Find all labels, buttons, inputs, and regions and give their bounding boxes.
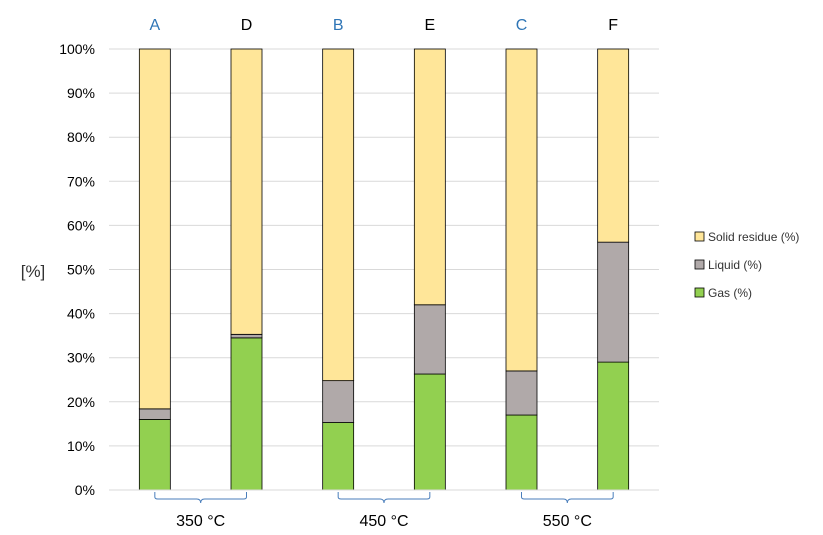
bar-segment (505, 414, 538, 491)
bar-segment (413, 304, 446, 375)
category-label: C (516, 17, 528, 34)
group-label: 350 °C (176, 513, 225, 530)
y-tick-label: 10% (67, 438, 95, 454)
bar-segment (138, 408, 171, 420)
group-label: 450 °C (359, 513, 408, 530)
gridlines (109, 48, 659, 491)
legend-label: Solid residue (%) (708, 230, 799, 244)
category-label: B (333, 17, 344, 34)
y-tick-label: 0% (75, 482, 95, 498)
group-label: 550 °C (543, 513, 592, 530)
y-axis-label: [%] (21, 262, 46, 281)
bar-segment (413, 48, 446, 306)
bar-segment (597, 361, 630, 491)
group-bracket (521, 492, 614, 504)
y-tick-label: 80% (67, 129, 95, 145)
y-tick-label: 90% (67, 85, 95, 101)
bar-segment (138, 419, 171, 491)
bars (138, 48, 630, 491)
group-bracket (154, 492, 247, 504)
bar-segment (505, 370, 538, 416)
bar-segment (322, 422, 355, 491)
bar-segment (505, 48, 538, 372)
bar-segment (322, 48, 355, 382)
category-label: F (608, 17, 618, 34)
bar-segment (230, 333, 263, 339)
y-tick-label: 40% (67, 306, 95, 322)
bar-segment (597, 48, 630, 243)
group-bracket (337, 492, 431, 504)
bar-segment (597, 241, 630, 363)
legend: Solid residue (%) Liquid (%) Gas (%) (694, 230, 799, 300)
y-tick-label: 70% (67, 173, 95, 189)
group-labels: 350 °C 450 °C 550 °C (154, 492, 614, 530)
legend-swatch (694, 231, 705, 242)
legend-swatch (694, 287, 705, 298)
y-tick-label: 60% (67, 217, 95, 233)
bar-segment (138, 48, 171, 410)
legend-swatch (694, 259, 705, 270)
legend-label: Gas (%) (708, 286, 752, 300)
category-label: D (241, 17, 253, 34)
bar-segment (230, 48, 263, 335)
legend-label: Liquid (%) (708, 258, 762, 272)
y-tick-label: 100% (59, 41, 95, 57)
bar-segment (413, 373, 446, 491)
bar-segment (230, 337, 263, 491)
category-label: A (149, 17, 160, 34)
category-label: E (424, 17, 435, 34)
y-tick-label: 20% (67, 394, 95, 410)
y-tick-label: 50% (67, 262, 95, 278)
y-tick-label: 30% (67, 350, 95, 366)
y-axis: 0% 10% 20% 30% 40% 50% 60% 70% 80% 90% 100% (59, 41, 95, 498)
bar-segment (322, 380, 355, 423)
